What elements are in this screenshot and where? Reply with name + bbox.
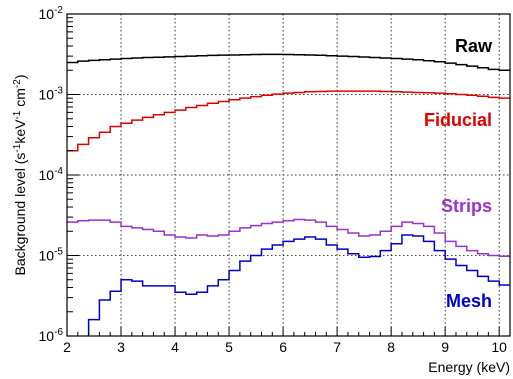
y-axis-title-lead: Background level (s [12, 153, 28, 276]
y-tick-exp: -3 [54, 86, 63, 97]
x-tick-label: 5 [225, 339, 233, 355]
y-tick-base: 10 [39, 87, 55, 103]
x-tick-label: 10 [491, 339, 507, 355]
y-axis-title-tail: cm [12, 88, 28, 111]
y-tick-label: 10-3 [39, 86, 64, 103]
y-axis-title: Background level (s-1keV-1 cm-2) [12, 74, 28, 275]
x-tick-label: 6 [279, 339, 287, 355]
y-tick-exp: -6 [54, 327, 63, 338]
y-tick-base: 10 [39, 6, 55, 22]
series-label-raw: Raw [455, 36, 493, 56]
series-label-mesh: Mesh [446, 291, 492, 311]
y-tick-label: 10-2 [39, 5, 64, 22]
y-axis-title-end: ) [12, 74, 28, 79]
y-tick-label: 10-5 [39, 247, 64, 264]
y-tick-exp: -5 [54, 247, 63, 258]
x-tick-label: 2 [63, 339, 71, 355]
x-tick-label: 3 [117, 339, 125, 355]
y-tick-exp: -2 [54, 5, 63, 16]
series-label-fiducial: Fiducial [424, 110, 492, 130]
x-axis-title: Energy (keV) [428, 359, 510, 375]
y-tick-label: 10-6 [39, 327, 64, 344]
label-layer: 2 3 4 5 6 7 8 9 1010-610-510-410-310-2RawFiducia… [39, 5, 508, 355]
x-tick-label: 7 [333, 339, 341, 355]
y-tick-base: 10 [39, 328, 55, 344]
x-tick-label: 9 [441, 339, 449, 355]
series-label-strips: Strips [441, 196, 492, 216]
y-tick-exp: -4 [54, 166, 63, 177]
y-tick-base: 10 [39, 248, 55, 264]
series-line-raw [67, 54, 510, 70]
y-tick-label: 10-4 [39, 166, 64, 183]
x-tick-label: 8 [387, 339, 395, 355]
x-tick-label: 4 [171, 339, 179, 355]
y-tick-base: 10 [39, 167, 55, 183]
y-axis-title-mid: keV [12, 119, 28, 144]
